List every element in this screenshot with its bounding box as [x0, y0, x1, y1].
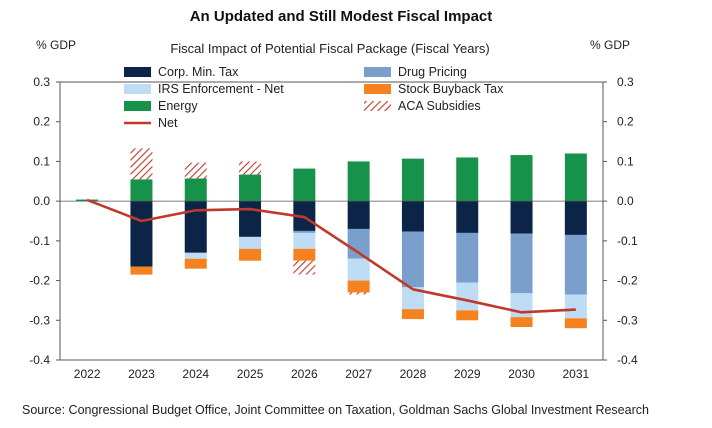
bar-corp-min-tax [401, 201, 424, 232]
x-tick-label: 2023 [128, 367, 155, 381]
right-tick-label: -0.2 [617, 274, 638, 288]
right-tick-label: -0.4 [617, 353, 638, 367]
bar-corp-min-tax [564, 201, 587, 235]
bar-energy [347, 161, 370, 202]
x-tick-label: 2025 [237, 367, 264, 381]
bar-stock-buyback-tax [347, 280, 370, 293]
bar-energy [510, 155, 533, 202]
left-tick-label: 0.0 [33, 194, 50, 208]
x-tick-label: 2026 [291, 367, 318, 381]
x-tick-label: 2022 [74, 367, 101, 381]
bar-irs-enforcement-net [347, 258, 370, 281]
left-tick-label: -0.1 [29, 234, 50, 248]
bar-drug-pricing [401, 231, 424, 288]
x-tick-label: 2024 [182, 367, 209, 381]
bar-irs-enforcement-net [293, 232, 316, 249]
bar-corp-min-tax [239, 201, 262, 237]
source-note: Source: Congressional Budget Office, Joi… [22, 403, 649, 417]
legend-label-stock-buyback-tax: Stock Buyback Tax [398, 82, 504, 96]
x-tick-label: 2031 [562, 367, 589, 381]
right-axis-unit: % GDP [590, 38, 630, 52]
x-tick-label: 2030 [508, 367, 535, 381]
bar-stock-buyback-tax [456, 310, 479, 321]
bar-aca-subsidies [347, 292, 370, 295]
legend-label-corp-min-tax: Corp. Min. Tax [158, 65, 239, 79]
legend-swatch-drug-pricing [364, 67, 391, 77]
left-tick-label: 0.1 [33, 154, 50, 168]
left-tick-label: 0.2 [33, 115, 50, 129]
left-tick-label: -0.3 [29, 313, 50, 327]
legend-swatch-stock-buyback-tax [364, 84, 391, 94]
left-tick-label: 0.3 [33, 75, 50, 89]
chart-title: An Updated and Still Modest Fiscal Impac… [190, 8, 493, 25]
bar-stock-buyback-tax [293, 248, 316, 261]
bar-aca-subsidies [239, 161, 262, 175]
bar-energy [293, 168, 316, 202]
bar-drug-pricing [456, 232, 479, 283]
legend-label-irs-enforcement-net: IRS Enforcement - Net [158, 82, 284, 96]
plot-area: 0.3 0.3 0.2 0.2 0.1 0.1 0.0 0.0 -0.1 -0.1 -0.2 -0.2… [29, 75, 638, 381]
bar-irs-enforcement-net [239, 236, 262, 249]
legend-label-aca-subsidies: ACA Subsidies [398, 99, 481, 113]
bar-stock-buyback-tax [510, 317, 533, 328]
bar-irs-enforcement-net [401, 287, 424, 310]
x-tick-label: 2027 [345, 367, 372, 381]
right-tick-label: 0.1 [617, 154, 634, 168]
chart-subtitle: Fiscal Impact of Potential Fiscal Packag… [170, 41, 489, 56]
right-tick-label: -0.3 [617, 313, 638, 327]
left-tick-label: -0.2 [29, 274, 50, 288]
bar-irs-enforcement-net [456, 282, 479, 311]
right-tick-label: 0.2 [617, 115, 634, 129]
legend-swatch-irs-enforcement-net [124, 84, 151, 94]
legend-swatch-energy [124, 101, 151, 111]
bar-corp-min-tax [130, 201, 153, 267]
bar-energy [456, 157, 479, 202]
bar-irs-enforcement-net [564, 294, 587, 319]
bar-irs-enforcement-net [184, 252, 207, 259]
bar-aca-subsidies [293, 260, 316, 275]
bar-energy [401, 158, 424, 202]
left-axis-unit: % GDP [36, 38, 76, 52]
right-tick-label: 0.0 [617, 194, 634, 208]
bar-corp-min-tax [347, 201, 370, 229]
bar-energy [130, 179, 153, 202]
x-tick-label: 2028 [400, 367, 427, 381]
right-tick-label: 0.3 [617, 75, 634, 89]
bar-energy [564, 153, 587, 202]
legend-label-net: Net [158, 116, 178, 130]
bar-energy [184, 178, 207, 202]
bar-stock-buyback-tax [564, 318, 587, 329]
legend: Corp. Min. Tax Drug Pricing IRS Enforcemen… [124, 65, 504, 130]
legend-label-drug-pricing: Drug Pricing [398, 65, 467, 79]
bar-stock-buyback-tax [239, 248, 262, 261]
net-line [86, 198, 576, 314]
plot-frame [59, 81, 604, 361]
right-tick-label: -0.1 [617, 234, 638, 248]
bar-aca-subsidies [184, 162, 207, 179]
legend-label-energy: Energy [158, 99, 198, 113]
bar-aca-subsidies [130, 148, 153, 180]
bar-corp-min-tax [456, 201, 479, 233]
legend-swatch-corp-min-tax [124, 67, 151, 77]
bar-energy [239, 174, 262, 202]
bar-drug-pricing [347, 228, 370, 259]
bar-drug-pricing [293, 230, 316, 233]
bar-corp-min-tax [510, 201, 533, 234]
bar-stock-buyback-tax [184, 258, 207, 269]
left-tick-label: -0.4 [29, 353, 50, 367]
bar-stock-buyback-tax [401, 309, 424, 320]
legend-swatch-aca-subsidies [364, 101, 391, 111]
bar-corp-min-tax [184, 201, 207, 253]
x-tick-label: 2029 [454, 367, 481, 381]
bar-drug-pricing [510, 233, 533, 294]
bar-drug-pricing [564, 234, 587, 295]
bar-stock-buyback-tax [130, 266, 153, 275]
